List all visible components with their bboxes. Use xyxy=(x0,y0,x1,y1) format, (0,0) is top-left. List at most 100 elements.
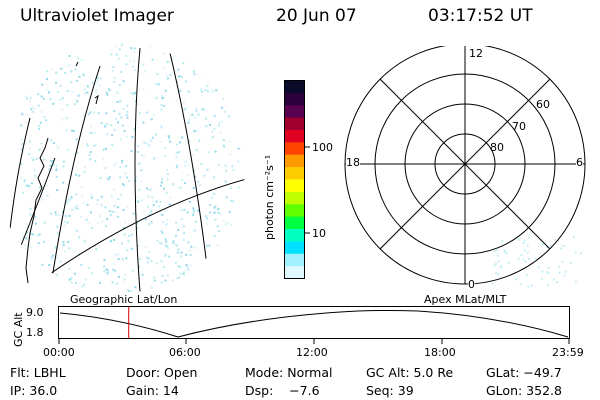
speckle xyxy=(159,201,162,204)
speckle xyxy=(76,80,79,82)
speckle xyxy=(122,80,125,83)
speckle xyxy=(530,284,533,287)
speckle xyxy=(169,73,172,76)
speckle xyxy=(56,189,59,191)
speckle xyxy=(176,244,178,247)
speckle xyxy=(183,270,186,273)
speckle xyxy=(116,216,119,218)
speckle xyxy=(181,76,183,78)
speckle xyxy=(162,66,165,69)
speckle xyxy=(67,183,70,186)
colorbar-segment xyxy=(284,167,305,180)
speckle xyxy=(192,213,195,216)
speckle xyxy=(213,127,216,130)
speckle xyxy=(140,180,142,183)
strip-frame xyxy=(58,306,570,339)
speckle xyxy=(495,272,498,275)
speckle xyxy=(164,238,167,241)
speckle xyxy=(110,124,113,127)
speckle xyxy=(26,224,29,227)
filter-info: Flt: LBHL xyxy=(10,365,66,380)
speckle xyxy=(228,210,231,213)
speckle xyxy=(122,209,125,212)
speckle xyxy=(213,206,216,209)
speckle xyxy=(204,89,207,92)
speckle xyxy=(217,124,220,127)
speckle xyxy=(193,130,196,133)
speckle xyxy=(89,131,92,134)
speckle xyxy=(142,88,145,91)
speckle xyxy=(87,113,90,116)
speckle xyxy=(119,165,122,168)
colorbar-segment xyxy=(284,266,305,279)
speckle xyxy=(35,157,38,160)
speckle xyxy=(166,179,169,182)
speckle xyxy=(144,246,147,248)
speckle xyxy=(106,93,109,96)
speckle xyxy=(172,183,175,186)
speckle xyxy=(57,214,60,217)
speckle xyxy=(49,164,52,167)
apex-label: Apex MLat/MLT xyxy=(424,293,507,306)
speckle xyxy=(105,91,108,94)
speckle xyxy=(39,186,42,189)
door-info: Door: Open xyxy=(126,365,198,380)
speckle xyxy=(33,169,36,171)
speckle xyxy=(181,136,184,139)
speckle xyxy=(231,165,234,168)
speckle xyxy=(89,158,92,161)
speckle xyxy=(143,141,146,144)
speckle xyxy=(135,222,138,225)
speckle xyxy=(38,128,41,130)
speckle xyxy=(523,249,526,252)
speckle xyxy=(149,188,152,191)
speckle xyxy=(62,244,65,247)
speckle xyxy=(65,117,68,120)
speckle xyxy=(26,113,28,116)
speckle xyxy=(238,186,240,189)
speckle xyxy=(494,263,497,265)
speckle xyxy=(132,92,135,95)
speckle xyxy=(44,184,47,187)
speckle xyxy=(137,200,140,203)
speckle xyxy=(232,168,235,171)
speckle xyxy=(537,266,540,269)
speckle xyxy=(193,116,196,119)
speckle xyxy=(205,244,208,247)
colorbar-segment xyxy=(284,142,305,156)
time-label: 03:17:52 UT xyxy=(428,6,533,26)
speckle xyxy=(41,83,44,86)
speckle xyxy=(155,96,158,99)
mlt-label-18: 18 xyxy=(346,156,360,169)
mode-info: Mode: Normal xyxy=(245,365,333,380)
speckle xyxy=(161,178,164,181)
speckle xyxy=(104,206,107,209)
speckle xyxy=(163,52,165,55)
speckle xyxy=(497,273,500,276)
speckle xyxy=(126,110,129,113)
speckle xyxy=(230,223,233,226)
speckle xyxy=(90,125,93,128)
speckle xyxy=(133,47,136,50)
speckle xyxy=(164,146,167,149)
speckle xyxy=(541,243,544,246)
speckle xyxy=(160,230,163,232)
speckle xyxy=(146,261,149,264)
speckle xyxy=(104,125,107,128)
mlt-label-0: 0 xyxy=(468,278,475,291)
speckle xyxy=(189,249,192,252)
speckle xyxy=(130,290,133,292)
speckle xyxy=(57,147,60,149)
speckle xyxy=(40,111,43,113)
speckle xyxy=(141,154,144,157)
speckle xyxy=(120,193,122,196)
speckle xyxy=(237,147,240,150)
speckle xyxy=(68,247,71,250)
speckle xyxy=(91,81,94,84)
speckle xyxy=(175,234,177,237)
speckle xyxy=(22,236,24,239)
speckle xyxy=(166,173,169,175)
speckle xyxy=(37,242,40,245)
speckle xyxy=(75,173,77,176)
speckle xyxy=(60,67,63,70)
